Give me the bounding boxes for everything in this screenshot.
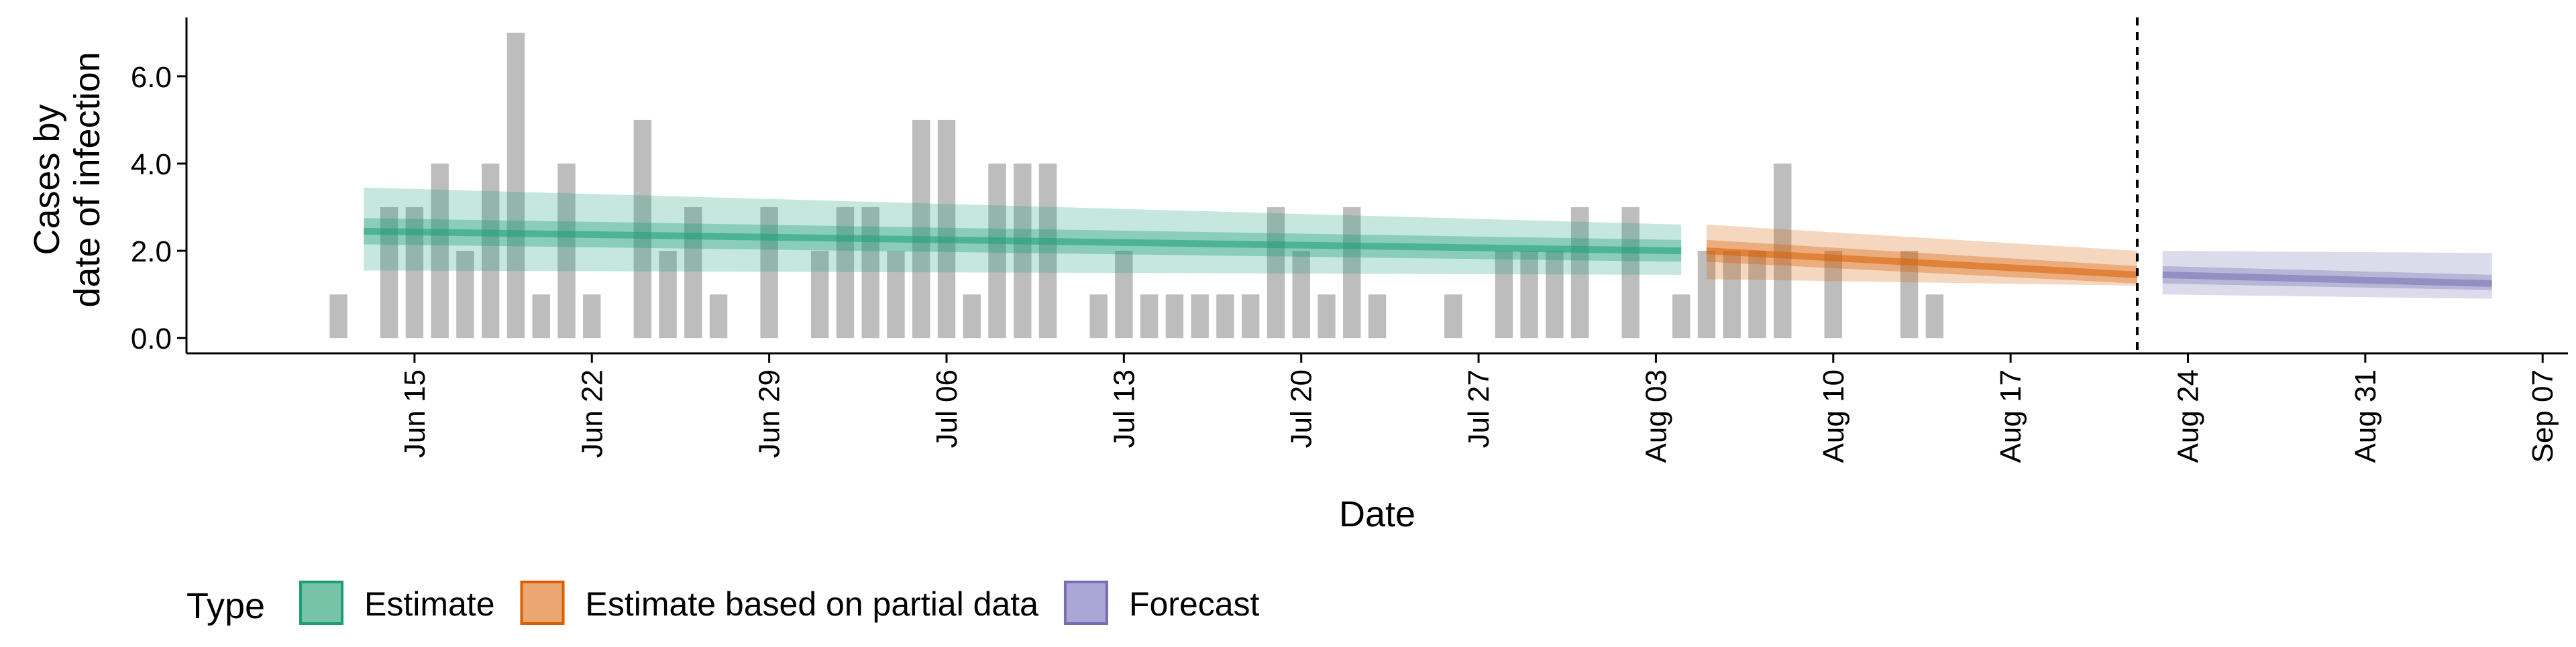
outer-interval (364, 187, 1682, 275)
case-bar (1191, 294, 1209, 339)
case-bar (1140, 294, 1159, 339)
x-tick-label: Jul 13 (1108, 369, 1140, 448)
case-bar (1570, 207, 1589, 339)
case-bar (1241, 294, 1260, 339)
y-axis-title-line: Cases by (27, 104, 67, 255)
x-tick-label: Jun 29 (753, 369, 786, 458)
legend-swatch (1063, 581, 1108, 625)
x-tick-label: Jun 15 (398, 369, 431, 458)
case-bar (810, 251, 829, 339)
case-bar (1824, 251, 1843, 339)
case-bar (887, 251, 905, 339)
case-bar (963, 294, 981, 339)
case-bars (329, 32, 1944, 339)
x-tick-label: Jun 22 (576, 369, 608, 458)
case-bar (633, 119, 652, 339)
x-tick-label: Aug 17 (1994, 369, 2027, 463)
case-bar (1672, 294, 1690, 339)
case-bar (1318, 294, 1336, 339)
case-bar (861, 207, 879, 339)
case-bar (1723, 251, 1741, 339)
legend-label: Estimate (364, 585, 495, 623)
x-tick-label: Sep 07 (2526, 369, 2559, 463)
case-bar (659, 251, 677, 339)
legend-swatch (299, 581, 343, 625)
case-bar (506, 32, 525, 339)
case-bar (1495, 251, 1513, 339)
median-line (1706, 247, 2138, 278)
x-tick-label: Jul 20 (1285, 369, 1318, 448)
case-bar (583, 294, 601, 339)
legend-title: Type (186, 586, 265, 626)
case-bar (912, 119, 930, 339)
case-bar (532, 294, 550, 339)
y-tick-label: 4.0 (131, 148, 172, 181)
case-bar (1925, 294, 1944, 339)
legend-label: Forecast (1129, 585, 1260, 623)
x-tick-label: Aug 03 (1640, 369, 1672, 463)
case-bar (1115, 251, 1133, 339)
case-bar (836, 207, 855, 339)
series-estimate (364, 187, 1682, 275)
case-bar (1216, 294, 1234, 339)
case-bar (1520, 251, 1538, 339)
x-tick-label: Jul 06 (930, 369, 963, 448)
case-bar (1038, 163, 1057, 339)
case-bar (1014, 163, 1032, 339)
legend-key: Forecast (1063, 581, 1260, 625)
case-bar (1697, 251, 1716, 339)
case-bar (988, 163, 1006, 339)
case-bar (1267, 207, 1285, 339)
y-tick-label: 6.0 (131, 61, 172, 94)
x-tick-label: Jul 27 (1462, 369, 1495, 448)
case-bar (709, 294, 728, 339)
case-bar (431, 163, 449, 339)
y-axis-title-line: date of infection (67, 52, 107, 307)
case-bar (481, 163, 500, 339)
legend: Type Estimate Estimate based on partial da… (186, 581, 1260, 626)
case-bar (1292, 251, 1310, 339)
case-bar (1089, 294, 1108, 339)
case-bar (1444, 294, 1462, 339)
case-bar (557, 163, 576, 339)
y-axis-ticks: 0.0 2.0 4.0 6.0 (131, 61, 186, 355)
legend-key: Estimate based on partial data (520, 581, 1039, 625)
case-bar (1165, 294, 1184, 339)
case-bar (1546, 251, 1564, 339)
case-bar (329, 294, 347, 339)
legend-key: Estimate (299, 581, 495, 625)
median-line (364, 227, 1682, 255)
case-bar (760, 207, 778, 339)
y-tick-label: 0.0 (131, 322, 172, 355)
legend-swatch (520, 581, 565, 625)
median-line (2162, 271, 2492, 287)
case-bar (1748, 251, 1766, 339)
series-forecast (2162, 251, 2492, 299)
case-bar (1621, 207, 1640, 339)
case-bar (1368, 294, 1387, 339)
y-axis-title: Cases bydate of infection (27, 52, 107, 307)
case-bar (937, 119, 956, 339)
series-estimate-based-on-partial-data (1706, 225, 2138, 286)
y-tick-label: 2.0 (131, 235, 172, 268)
x-axis-ticks: Jun 15 Jun 22 Jun 29 Jul 06 Jul 13 Jul 20 Jul … (398, 353, 2559, 463)
case-bar (684, 207, 702, 339)
legend-label: Estimate based on partial data (586, 585, 1039, 623)
case-bar (456, 251, 474, 339)
x-tick-label: Aug 24 (2172, 369, 2205, 463)
x-tick-label: Aug 31 (2349, 369, 2382, 463)
x-tick-label: Aug 10 (1817, 369, 1850, 463)
case-bar (1343, 207, 1361, 339)
outer-interval (2162, 251, 2492, 299)
case-bar (1774, 163, 1792, 339)
x-axis-title: Date (1339, 494, 1415, 534)
